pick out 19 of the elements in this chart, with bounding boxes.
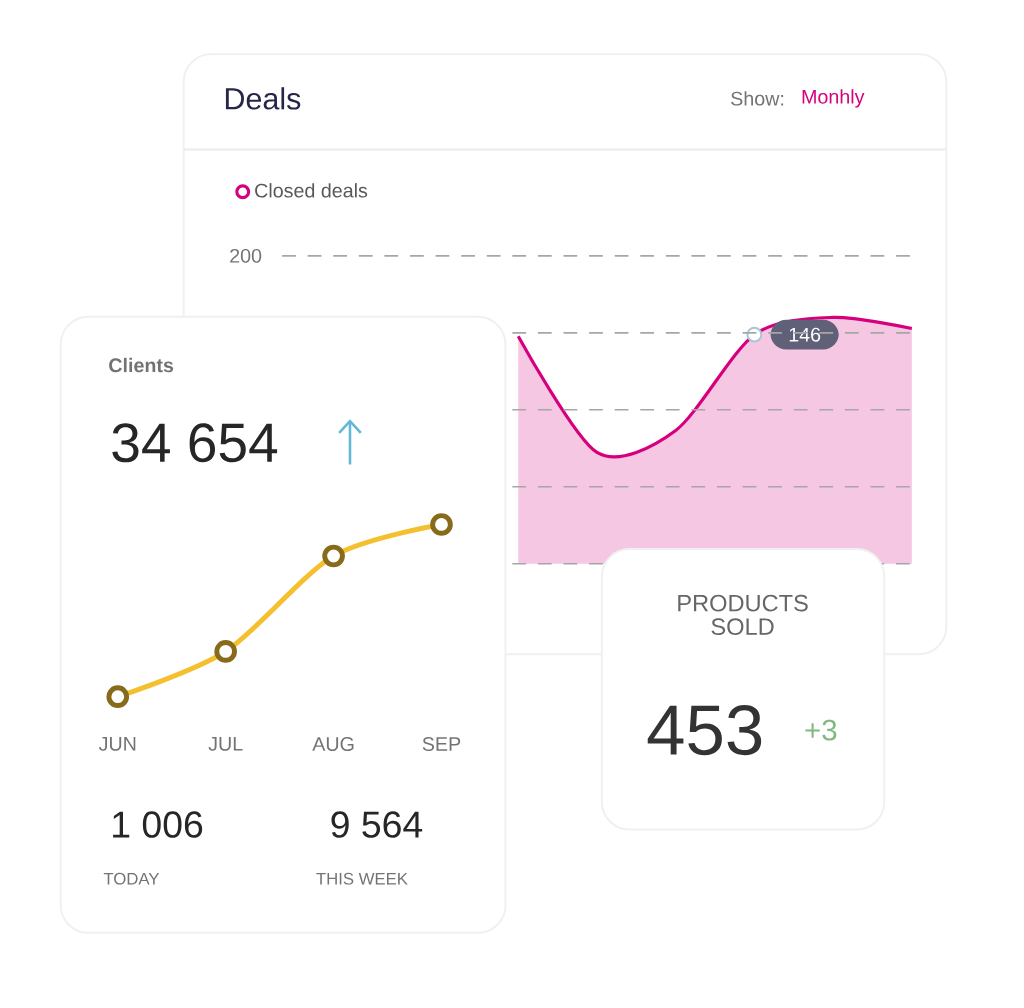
x-tick-label: AUG <box>312 737 354 752</box>
text: TODAY <box>103 873 160 885</box>
text: +3 <box>805 719 837 741</box>
text: 453 <box>647 705 762 756</box>
text: 34 654 <box>112 423 278 463</box>
chart-title: Deals <box>225 87 301 110</box>
x-tick-label: JUL <box>208 737 243 752</box>
text: Monhly <box>802 89 865 108</box>
text: THIS WEEK <box>316 873 408 885</box>
text: 9 564 <box>331 811 423 839</box>
text: PRODUCTS SOLD <box>678 594 808 636</box>
annotation: 146 <box>789 327 821 342</box>
chart-title: Clients <box>109 358 174 373</box>
legend-label: Closed deals <box>255 183 368 198</box>
x-tick-label: JUN <box>98 737 136 752</box>
text: Show: <box>731 91 784 106</box>
text: 1 006 <box>113 811 203 839</box>
text: 200 <box>230 249 262 263</box>
x-tick-label: SEP <box>422 737 461 752</box>
